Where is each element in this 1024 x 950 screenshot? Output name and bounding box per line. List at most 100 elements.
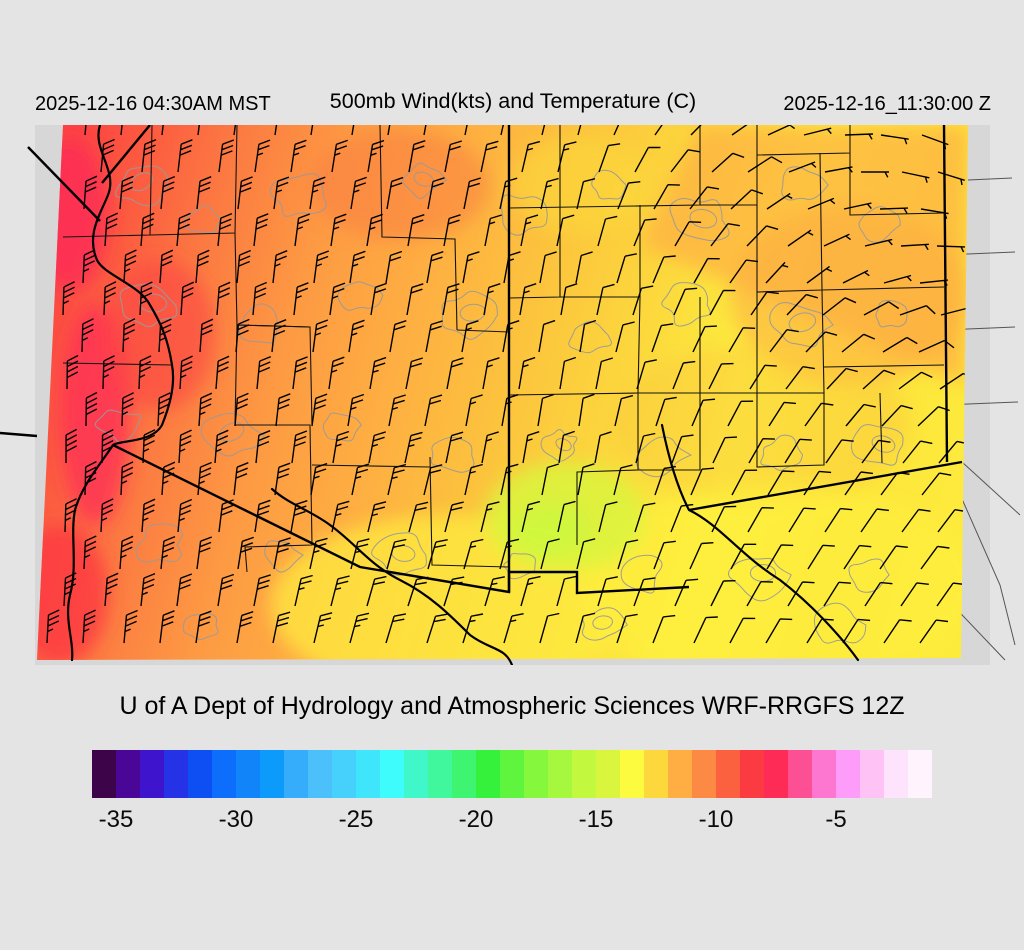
wind-barb [423,125,441,136]
wind-barb [309,176,326,210]
wind-barb [140,572,156,607]
wind-barb [861,439,891,464]
wind-barb [330,575,350,607]
colorbar-segment [500,750,524,798]
wind-barb [539,251,557,284]
wind-barb [237,536,254,570]
wind-barb [218,499,234,533]
wind-barb [557,141,577,173]
colorbar-segment [116,750,140,798]
wind-barb [769,329,799,353]
wind-barb [214,429,229,464]
wind-barb [557,500,576,533]
wind-barb [503,613,524,644]
colorbar-tick-label: -20 [458,806,494,833]
wind-barb [597,576,618,607]
wind-barb [900,582,929,607]
wind-barb [767,470,795,496]
wind-barb [254,139,271,173]
wind-barb [275,393,291,427]
wind-barb [255,430,271,464]
colorbar-segment [92,750,116,798]
colorbar-segment [572,750,596,798]
wind-barb [538,319,556,353]
wind-barb [595,357,614,390]
wind-barb [215,355,230,390]
wind-barb [749,364,777,390]
colorbar-segment [476,750,500,798]
wind-barb [83,535,97,570]
wind-barb [558,430,575,464]
state-borders [0,125,963,595]
wind-barb [575,612,596,644]
wind-barb [122,318,136,353]
wind-barb [576,178,596,210]
colorbar-segment [164,750,188,798]
wind-barb [670,503,694,533]
wind-barb [746,581,773,607]
wind-barb [292,356,308,390]
wind-barb [521,500,541,533]
colorbar-segment [284,750,308,798]
colorbar-segment [860,750,884,798]
wind-barb [841,333,876,353]
wind-barb [216,281,231,316]
wind-barb [81,318,94,353]
colorbar-tick-label: -25 [338,806,374,833]
wind-barb [387,463,407,496]
wind-barb [746,225,779,247]
wind-barb [404,431,423,464]
wind-barb [823,233,852,247]
wind-barb [692,325,717,353]
wind-barb [767,125,796,136]
wind-barb [273,176,290,210]
wind-barb [311,393,328,427]
wind-barb [519,283,537,316]
wind-barb [367,139,385,173]
wind-barb [312,319,329,353]
colorbar-tick-label: -10 [698,806,734,833]
wind-barb [826,367,858,390]
wind-barb [274,462,291,496]
wind-barb [689,186,720,210]
wind-barb [329,282,346,316]
wind-barb [100,138,115,173]
wind-barb [464,463,483,496]
wind-barb [389,320,407,353]
wind-barb [899,305,936,316]
wind-barb [103,281,117,316]
wind-barb [252,281,267,316]
wind-barb [291,430,308,464]
wind-barb [234,392,249,427]
wind-barb [120,461,134,496]
wind-barb [480,140,499,173]
wind-barb [462,613,484,644]
wind-barb [159,249,174,284]
colorbar-tick-label: -5 [825,806,847,833]
wind-barb [651,323,674,353]
wind-barb [139,281,153,316]
wind-barb [272,250,288,284]
wind-barb [520,214,539,247]
wind-barb [844,471,873,496]
colorbar-segment [308,750,332,798]
wind-barb [217,573,235,607]
wind-barb [806,265,833,284]
colorbar-segment [884,750,908,798]
wind-barb [518,356,536,390]
wind-barb [521,140,541,173]
wind-barb [123,249,137,284]
wind-barb [367,501,387,533]
wind-barb [218,139,235,173]
wind-barb [863,301,900,316]
wind-barb [180,281,195,316]
wind-barb [862,369,896,390]
wind-barb [748,438,775,464]
wind-barb [843,544,872,570]
wind-barb [766,544,794,570]
wind-barb [613,464,633,496]
wind-barb [195,249,210,284]
wind-barb [407,576,429,607]
wind-barb [176,573,193,607]
wind-barb [824,507,853,533]
